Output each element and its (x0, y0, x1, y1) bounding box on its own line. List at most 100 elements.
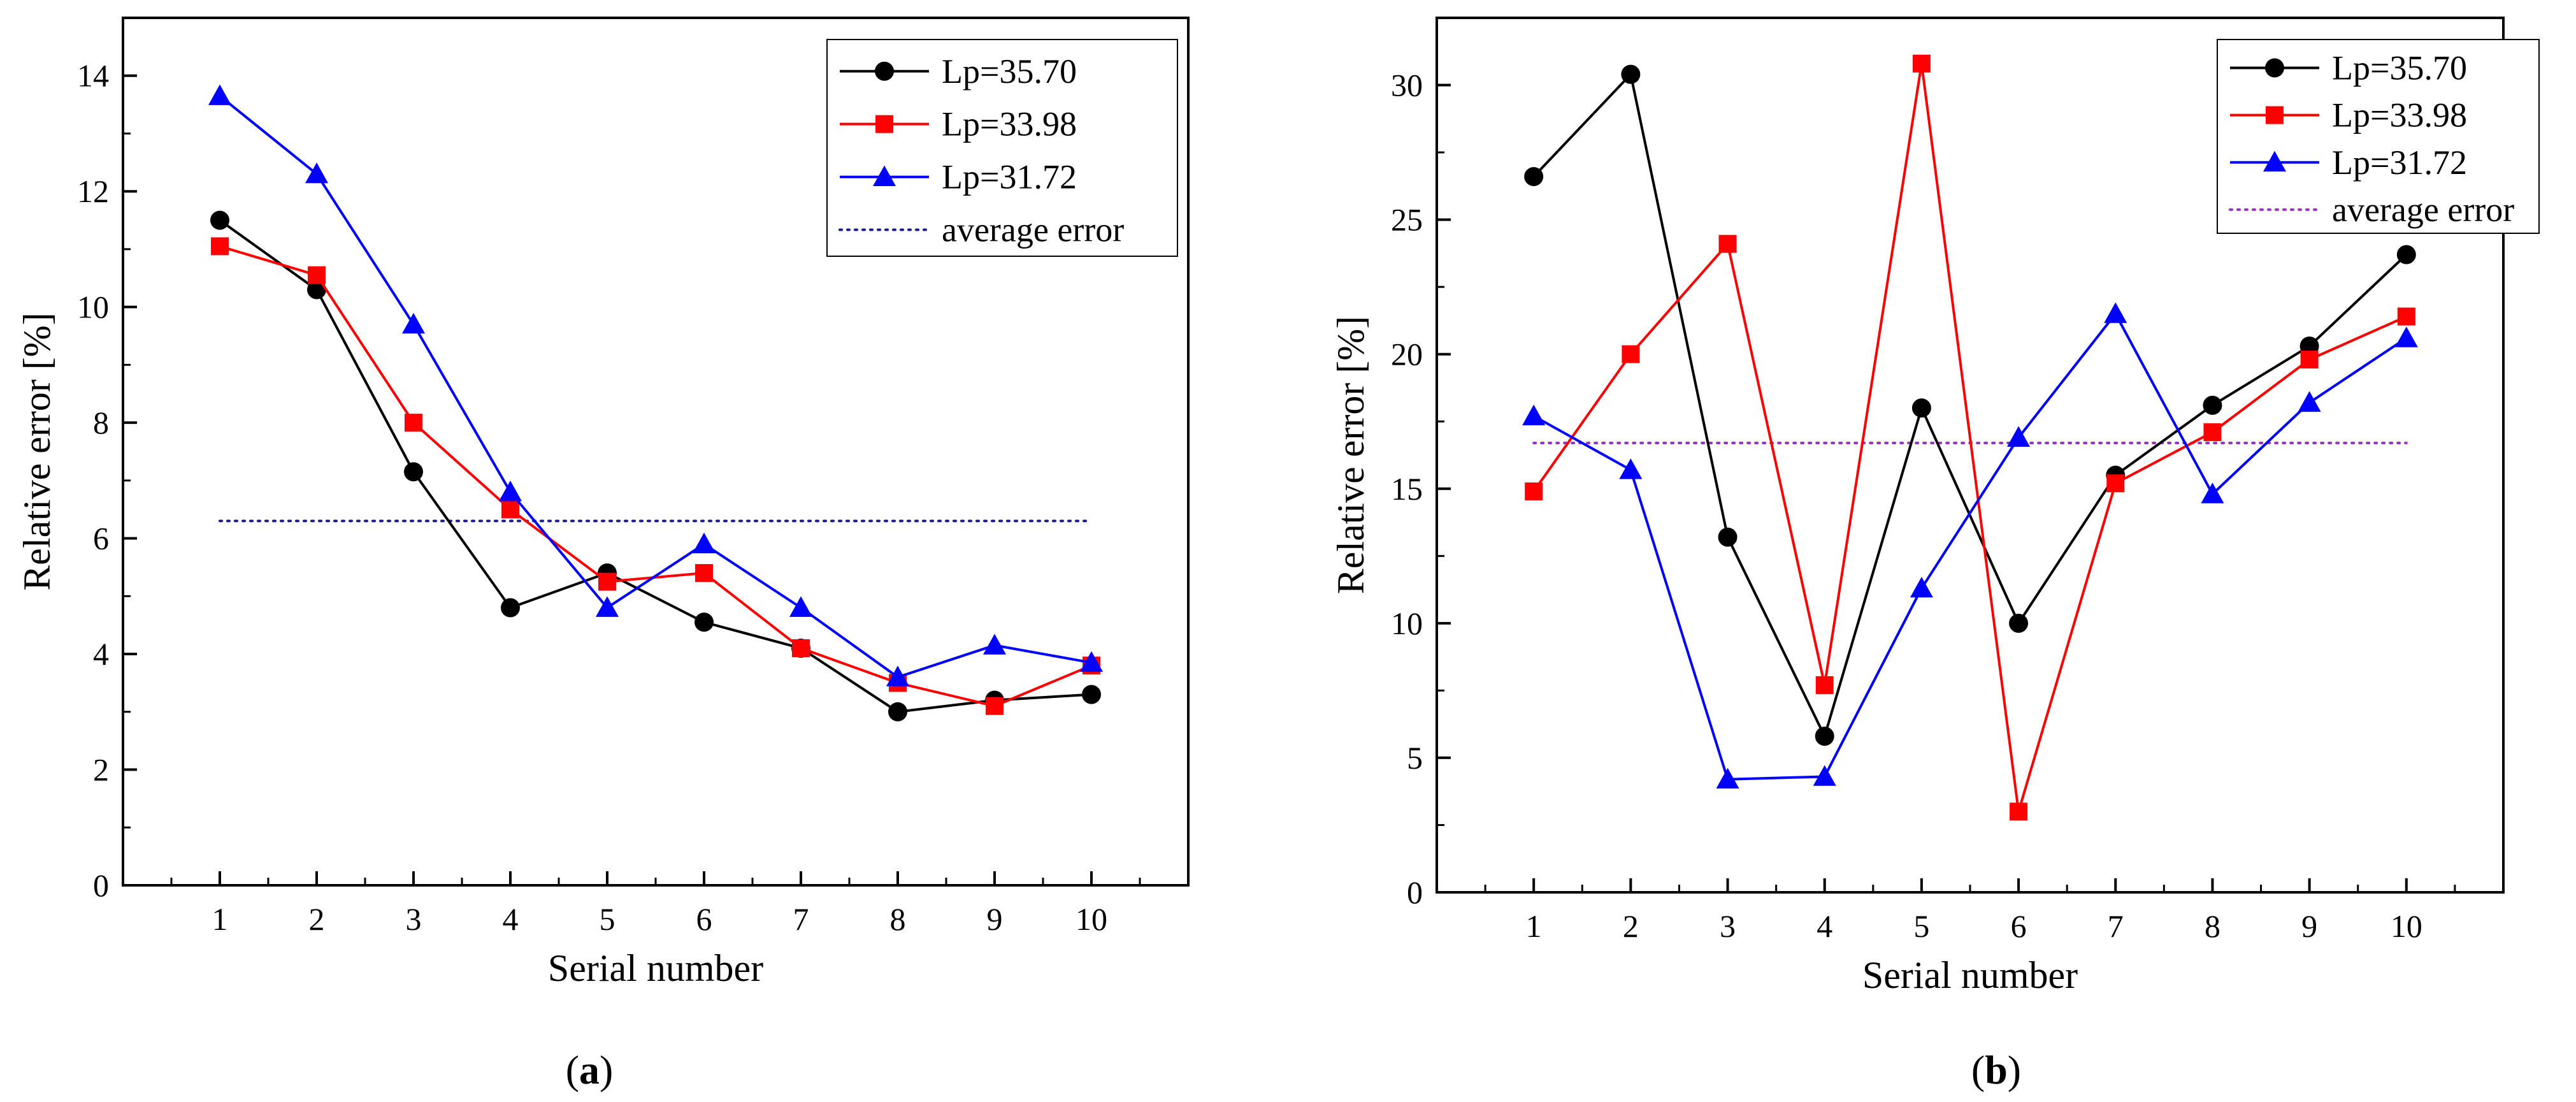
legend-marker (875, 61, 894, 81)
legend: Lp=35.70 Lp=33.98 Lp=31.72 average error (826, 39, 1178, 257)
legend-label: average error (942, 211, 1124, 249)
y-tick-label: 5 (1407, 740, 1423, 776)
legend-marker (2266, 106, 2284, 124)
data-point-2-3 (499, 481, 522, 502)
data-point-0-1 (1621, 64, 1641, 84)
series-line-0 (219, 219, 1092, 713)
data-point-0-5 (694, 613, 714, 632)
data-point-2-6 (789, 596, 812, 617)
data-point-0-2 (404, 462, 423, 482)
data-point-2-2 (402, 312, 425, 334)
x-tick-label: 1 (212, 901, 228, 937)
data-point-1-3 (501, 500, 519, 519)
y-tick-label: 12 (77, 173, 109, 209)
data-point-1-9 (2397, 307, 2415, 326)
data-point-2-1 (305, 162, 328, 184)
legend-label: Lp=35.70 (942, 52, 1077, 91)
data-point-1-2 (405, 414, 422, 432)
x-tick-label: 6 (696, 901, 712, 937)
data-point-0-3 (501, 598, 520, 618)
y-tick-label: 2 (93, 752, 109, 788)
data-point-2-5 (693, 532, 716, 554)
panel-caption: (a) (566, 1047, 614, 1092)
x-axis-label: Serial number (548, 947, 763, 989)
data-point-2-3 (1813, 765, 1836, 786)
series-line-1 (1532, 63, 2407, 812)
y-tick-label: 0 (1407, 874, 1423, 910)
legend-marker (2263, 150, 2286, 172)
x-tick-label: 9 (2301, 908, 2317, 944)
legend-label: Lp=33.98 (2332, 96, 2467, 134)
y-tick-label: 25 (1391, 202, 1423, 238)
data-point-0-2 (1718, 527, 1738, 547)
data-point-0-0 (210, 210, 229, 230)
data-point-2-7 (2201, 482, 2224, 504)
x-tick-label: 7 (2108, 908, 2124, 944)
x-tick-label: 3 (1720, 908, 1736, 944)
x-tick-label: 2 (1623, 908, 1639, 944)
x-tick-label: 4 (503, 901, 519, 937)
y-tick-label: 8 (93, 405, 109, 440)
data-point-1-3 (1815, 676, 1834, 694)
data-point-2-2 (1716, 767, 1739, 789)
data-point-1-1 (308, 266, 326, 284)
legend-marker (873, 165, 896, 187)
data-point-2-0 (1522, 404, 1546, 426)
data-point-1-6 (2106, 474, 2125, 493)
panel-caption: (b) (1971, 1047, 2021, 1092)
data-point-1-0 (211, 237, 229, 256)
y-axis-label: Relative error [%] (1330, 316, 1372, 594)
legend-marker (2265, 58, 2284, 78)
data-point-1-6 (792, 639, 810, 657)
data-point-0-0 (1524, 167, 1544, 187)
legend-label: Lp=35.70 (2332, 48, 2467, 87)
data-point-1-5 (695, 564, 713, 583)
x-tick-label: 10 (2391, 908, 2422, 944)
data-point-0-3 (1815, 727, 1834, 746)
legend: Lp=35.70 Lp=33.98 Lp=31.72 average error (2217, 39, 2540, 234)
data-point-0-1 (307, 280, 326, 300)
data-point-1-4 (1912, 54, 1931, 73)
y-tick-label: 20 (1391, 337, 1423, 372)
data-point-0-5 (2009, 613, 2029, 633)
x-tick-label: 5 (600, 901, 615, 937)
y-tick-label: 6 (93, 521, 109, 556)
legend-label: average error (2332, 191, 2514, 229)
data-point-0-7 (888, 702, 907, 721)
series-line-0 (1532, 71, 2408, 740)
y-tick-label: 10 (77, 289, 109, 325)
x-tick-label: 8 (2205, 908, 2220, 944)
y-tick-label: 10 (1391, 605, 1423, 641)
x-tick-label: 9 (987, 901, 1003, 937)
data-point-2-0 (208, 84, 231, 105)
data-point-2-6 (2104, 302, 2127, 323)
x-tick-label: 8 (890, 901, 906, 937)
y-axis-label: Relative error [%] (16, 312, 58, 590)
data-point-1-4 (598, 572, 616, 591)
x-axis-label: Serial number (1862, 954, 2078, 996)
data-point-2-1 (1619, 458, 1643, 479)
data-point-1-5 (2010, 802, 2028, 821)
data-point-0-9 (1082, 685, 1101, 704)
legend-label: Lp=31.72 (942, 158, 1077, 196)
data-point-2-5 (2007, 426, 2031, 447)
data-point-0-9 (2396, 245, 2416, 265)
data-point-2-4 (596, 596, 619, 617)
y-tick-label: 15 (1391, 471, 1423, 507)
data-point-1-1 (1622, 345, 1640, 363)
legend-label: Lp=33.98 (942, 105, 1077, 143)
y-tick-label: 4 (93, 636, 109, 672)
data-point-1-2 (1718, 235, 1737, 253)
data-point-0-7 (2203, 395, 2222, 415)
x-tick-label: 4 (1817, 908, 1832, 944)
data-point-0-4 (1911, 398, 1931, 418)
x-tick-label: 1 (1526, 908, 1542, 944)
legend-label: Lp=31.72 (2332, 143, 2467, 182)
data-point-2-7 (886, 665, 909, 686)
legend-marker (875, 115, 893, 133)
data-point-2-4 (1910, 576, 1933, 598)
x-tick-label: 10 (1076, 901, 1107, 937)
series-line-2 (1533, 311, 2407, 781)
